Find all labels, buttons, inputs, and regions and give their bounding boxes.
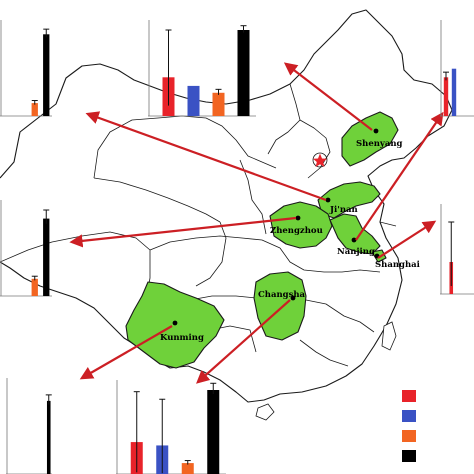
city-label-changsha: Changsha <box>258 290 306 300</box>
province-liaoning <box>341 111 399 167</box>
bar-chart <box>440 20 474 117</box>
red-star-icon <box>312 152 328 168</box>
province-jiangsu <box>329 213 381 255</box>
bar <box>43 34 50 116</box>
arrow-zhengzhou <box>69 216 297 248</box>
city-dot <box>351 237 357 243</box>
city-markers <box>172 128 380 326</box>
bar-chart <box>0 20 52 117</box>
islands <box>255 321 397 421</box>
arrow-shanghai <box>377 220 437 259</box>
legend-swatch <box>402 410 416 422</box>
bar <box>443 77 449 116</box>
bar <box>451 68 457 116</box>
bar-chart <box>440 204 474 295</box>
arrow-changsha <box>196 299 291 384</box>
legend-swatch <box>402 430 416 442</box>
city-dot <box>295 215 301 221</box>
arrow-jinan <box>85 111 327 202</box>
city-label-kunming: Kunming <box>160 333 204 343</box>
city-dot <box>172 320 178 326</box>
bar <box>212 92 225 116</box>
city-label-shanghai: Shanghai <box>375 260 421 270</box>
legend <box>402 390 416 462</box>
legend-swatch <box>402 390 416 402</box>
bar <box>237 30 250 116</box>
bar <box>181 463 194 474</box>
province-hunan <box>253 271 307 341</box>
arrow-kunming <box>79 325 173 380</box>
bar <box>43 218 50 296</box>
arrow-shenyang <box>283 62 373 131</box>
arrow-nanjing <box>355 111 444 241</box>
country-outline <box>0 9 453 403</box>
bar-chart <box>148 20 256 117</box>
city-label-shenyang: Shenyang <box>356 139 403 149</box>
city-label-zhengzhou: Zhengzhou <box>270 226 323 236</box>
highlighted-provinces <box>125 111 399 369</box>
bar <box>46 400 51 474</box>
city-dot <box>325 197 331 203</box>
bar-chart <box>116 380 226 474</box>
bar <box>207 390 220 474</box>
city-dot <box>373 128 379 134</box>
legend-swatch <box>402 450 416 462</box>
arrows <box>69 62 444 384</box>
province-henan <box>269 201 333 249</box>
bar-chart <box>6 378 52 474</box>
city-label-nanjing: Nanjing <box>337 247 375 257</box>
bar <box>187 85 200 116</box>
city-dot <box>290 295 296 301</box>
province-shandong <box>317 181 381 219</box>
bar-chart <box>0 200 52 297</box>
bar <box>31 103 38 116</box>
bar-charts <box>0 20 474 474</box>
bar <box>31 278 38 296</box>
city-label-jinan: Ji'nan <box>329 205 358 215</box>
